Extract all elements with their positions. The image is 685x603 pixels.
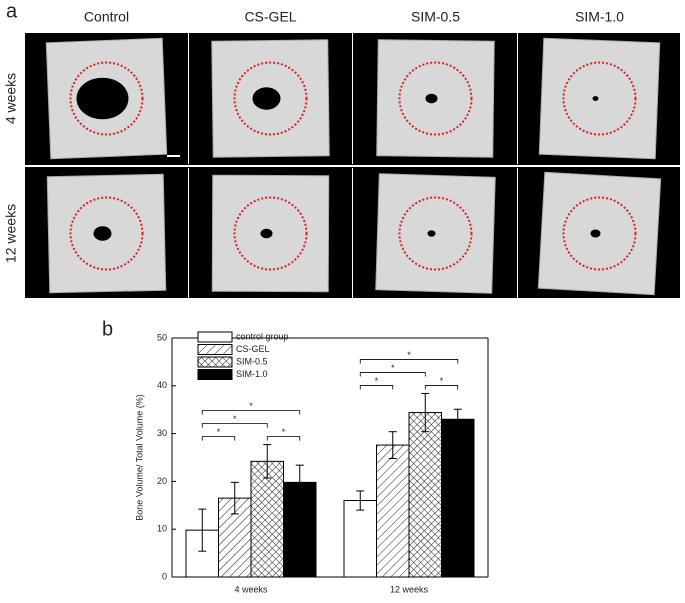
legend-label: CS-GEL bbox=[236, 344, 270, 354]
legend-swatch bbox=[197, 331, 233, 343]
significance-bracket bbox=[201, 423, 268, 428]
significance-label: * bbox=[440, 376, 444, 386]
bar bbox=[408, 412, 442, 578]
defect bbox=[427, 230, 436, 237]
defect bbox=[592, 96, 599, 101]
significance-bracket bbox=[266, 436, 301, 441]
bar bbox=[441, 418, 475, 578]
y-tick-label: 10 bbox=[157, 524, 167, 534]
row-label: 12 weeks bbox=[3, 204, 19, 263]
column-header: Control bbox=[84, 9, 129, 25]
defect bbox=[252, 87, 281, 110]
legend-label: SIM-0.5 bbox=[236, 356, 268, 366]
y-tick-label: 50 bbox=[157, 332, 167, 342]
panel-label: a bbox=[6, 0, 18, 22]
significance-bracket bbox=[201, 410, 301, 415]
significance-bracket bbox=[359, 385, 394, 390]
bar bbox=[250, 460, 284, 578]
defect bbox=[93, 226, 112, 241]
significance-bracket bbox=[424, 385, 459, 390]
significance-bracket bbox=[201, 436, 236, 441]
defect-outline bbox=[69, 61, 144, 136]
defect bbox=[260, 228, 273, 239]
defect bbox=[425, 93, 438, 104]
bar bbox=[343, 500, 377, 578]
defect-outline bbox=[398, 61, 473, 136]
y-tick-label: 0 bbox=[162, 571, 167, 581]
scan-sample bbox=[538, 37, 661, 160]
significance-label: * bbox=[282, 427, 286, 437]
significance-label: * bbox=[249, 401, 253, 411]
significance-label: * bbox=[217, 427, 221, 437]
column-header: CS-GEL bbox=[244, 9, 296, 25]
y-tick-label: 30 bbox=[157, 428, 167, 438]
legend-label: control group bbox=[236, 331, 289, 341]
defect-outline bbox=[562, 196, 637, 271]
y-tick-label: 20 bbox=[157, 476, 167, 486]
column-header: SIM-0.5 bbox=[411, 9, 460, 25]
significance-bracket bbox=[359, 372, 426, 377]
defect-outline bbox=[69, 196, 144, 271]
panel-label: b bbox=[102, 318, 113, 340]
significance-bracket bbox=[359, 359, 459, 364]
defect bbox=[590, 229, 601, 238]
defect-outline bbox=[398, 196, 473, 271]
column-header: SIM-1.0 bbox=[575, 9, 624, 25]
legend-swatch bbox=[197, 369, 233, 380]
y-axis-label: Bone Volume/ Total Volume (%) bbox=[134, 394, 144, 520]
x-tick-label: 4 weeks bbox=[234, 584, 268, 594]
bar bbox=[376, 444, 410, 578]
significance-label: * bbox=[233, 414, 237, 424]
defect-outline bbox=[233, 61, 308, 136]
defect-outline bbox=[233, 196, 308, 271]
significance-label: * bbox=[375, 376, 379, 386]
y-tick-label: 40 bbox=[157, 380, 167, 390]
legend-swatch bbox=[197, 344, 233, 355]
defect bbox=[76, 77, 129, 120]
defect-outline bbox=[562, 61, 637, 136]
significance-label: * bbox=[407, 350, 411, 360]
x-tick-label: 12 weeks bbox=[390, 584, 429, 594]
legend-swatch bbox=[197, 356, 233, 368]
row-label: 4 weeks bbox=[3, 73, 19, 124]
significance-label: * bbox=[391, 363, 395, 373]
legend-label: SIM-1.0 bbox=[236, 369, 268, 379]
